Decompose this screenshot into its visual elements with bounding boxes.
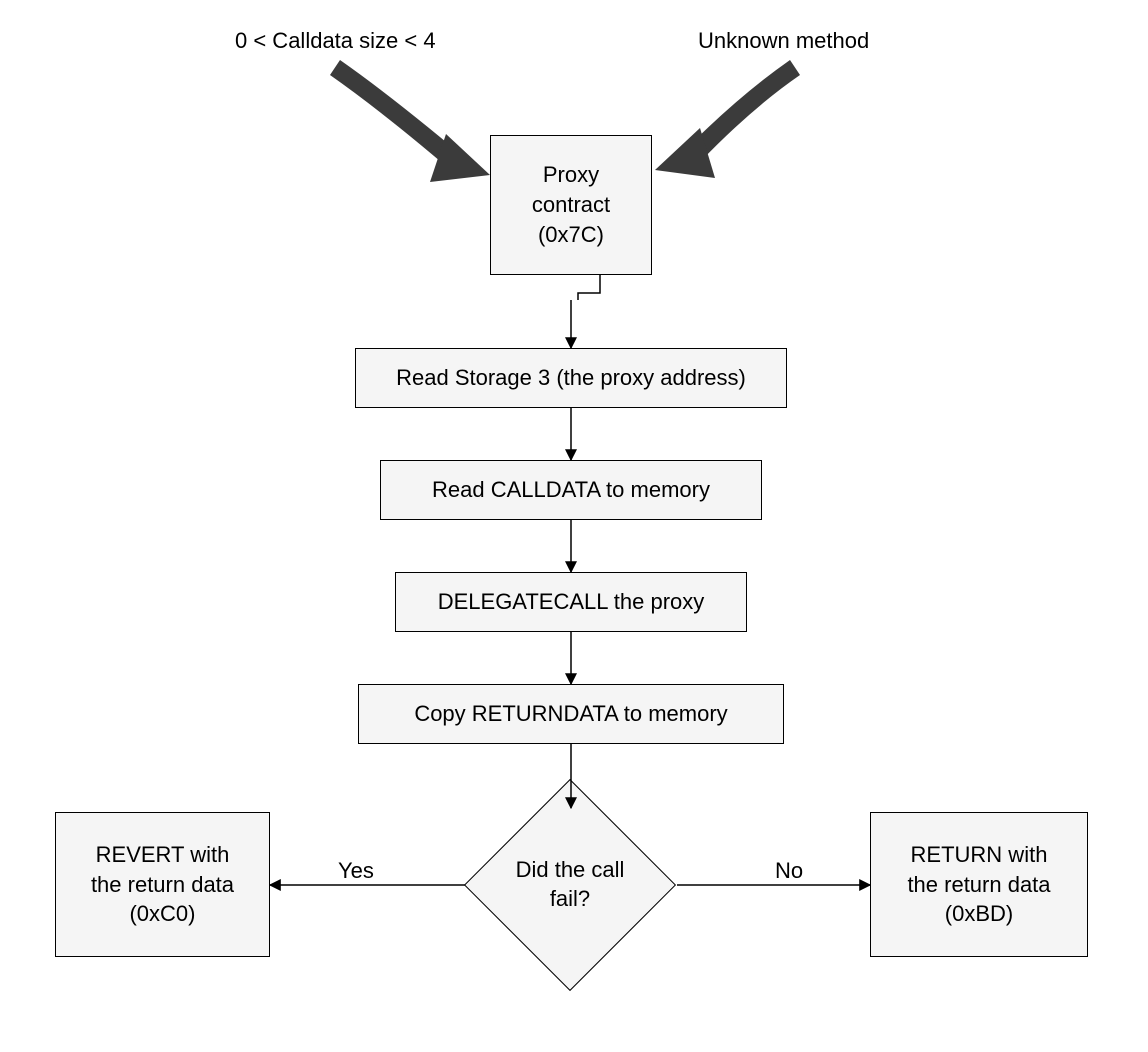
label-unknown-method: Unknown method: [698, 28, 869, 54]
thick-arrow-right: [655, 60, 800, 178]
node-read-storage-text: Read Storage 3 (the proxy address): [396, 363, 746, 393]
label-calldata-size: 0 < Calldata size < 4: [235, 28, 436, 54]
edge-label-no: No: [775, 858, 803, 884]
node-proxy-contract: Proxycontract(0x7C): [490, 135, 652, 275]
node-delegatecall: DELEGATECALL the proxy: [395, 572, 747, 632]
decision-text: Did the callfail?: [463, 800, 677, 970]
node-read-calldata: Read CALLDATA to memory: [380, 460, 762, 520]
node-revert: REVERT withthe return data(0xC0): [55, 812, 270, 957]
thick-arrow-left: [330, 60, 490, 182]
edge-label-yes: Yes: [338, 858, 374, 884]
node-return: RETURN withthe return data(0xBD): [870, 812, 1088, 957]
node-copy-returndata-text: Copy RETURNDATA to memory: [414, 699, 727, 729]
node-decision: Did the callfail?: [463, 800, 677, 970]
node-revert-text: REVERT withthe return data(0xC0): [91, 840, 234, 929]
node-delegatecall-text: DELEGATECALL the proxy: [438, 587, 705, 617]
node-copy-returndata: Copy RETURNDATA to memory: [358, 684, 784, 744]
node-read-storage: Read Storage 3 (the proxy address): [355, 348, 787, 408]
node-proxy-contract-text: Proxycontract(0x7C): [532, 160, 610, 249]
node-read-calldata-text: Read CALLDATA to memory: [432, 475, 710, 505]
node-return-text: RETURN withthe return data(0xBD): [907, 840, 1050, 929]
